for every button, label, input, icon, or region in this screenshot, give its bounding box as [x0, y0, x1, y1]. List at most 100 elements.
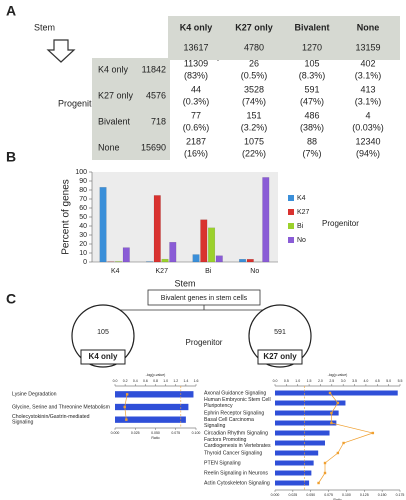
row-group-label: Progenitor — [58, 98, 100, 108]
y-tick-label: 20 — [79, 241, 87, 248]
column-count: 1270 — [302, 42, 322, 52]
bar — [115, 416, 186, 423]
cell-percent: (74%) — [242, 96, 266, 106]
bottom-tick-label: 0.100 — [192, 431, 201, 435]
pathway-label: Axonal Guidance Signaling — [204, 390, 266, 396]
cell-count: 486 — [304, 110, 319, 120]
top-tick-label: 0.4 — [133, 379, 138, 383]
top-tick-label: 0.8 — [153, 379, 158, 383]
cell-percent: (94%) — [356, 148, 380, 158]
column-count: 13159 — [355, 42, 380, 52]
top-tick-label: 4.5 — [375, 379, 380, 383]
column-header: Bivalent — [294, 22, 329, 32]
bottom-tick-label: 0.050 — [306, 493, 315, 497]
legend-title: Progenitor — [322, 219, 359, 228]
pathway-label: Thyroid Cancer Signaling — [204, 450, 262, 456]
bottom-tick-label: 0.025 — [131, 431, 140, 435]
ratio-point — [125, 393, 129, 396]
legend-label: Bi — [297, 223, 304, 230]
y-tick-label: 80 — [79, 187, 87, 194]
group-count: 591 — [274, 329, 286, 336]
bar — [275, 480, 310, 486]
column-header: K27 only — [235, 22, 273, 32]
cell-percent: (83%) — [184, 70, 208, 80]
cell-percent: (7%) — [302, 148, 321, 158]
bar — [215, 255, 223, 263]
cell-count: 413 — [360, 84, 375, 94]
connector — [102, 305, 281, 322]
top-tick-label: 0.0 — [273, 379, 278, 383]
cell-count: 44 — [191, 84, 201, 94]
ratio-point — [125, 418, 128, 421]
y-tick-label: 90 — [79, 178, 87, 185]
x-tick-label: Bi — [205, 268, 212, 275]
bottom-tick-label: 0.100 — [342, 493, 351, 497]
top-tick-label: 2.5 — [329, 379, 334, 383]
ratio-point — [323, 461, 327, 465]
ratio-line — [318, 392, 375, 484]
bar — [275, 420, 337, 426]
pathway-label: Human Embryonic Stem Cell Pluripotency — [204, 398, 271, 410]
bottom-axis-title: Ratio — [151, 436, 159, 440]
bar — [200, 219, 208, 263]
bar — [275, 390, 398, 396]
column-count: 4780 — [244, 42, 264, 52]
row-count: 15690 — [141, 142, 166, 152]
legend-swatch — [288, 209, 294, 215]
pathway-label: Ephrin Receptor Signaling — [204, 410, 264, 416]
pathway-label: Basal Cell Carcinoma Signaling — [204, 418, 254, 430]
row-count: 718 — [151, 116, 166, 126]
column-header: None — [357, 22, 380, 32]
cell-count: 591 — [304, 84, 319, 94]
bottom-tick-label: 0.050 — [151, 431, 160, 435]
group-label: K4 only — [89, 352, 118, 361]
row-name: None — [98, 142, 120, 152]
legend-swatch — [288, 195, 294, 201]
legend-swatch — [288, 237, 294, 243]
group-count: 105 — [97, 329, 109, 336]
x-axis-title: Stem — [174, 278, 195, 288]
header-band — [168, 16, 400, 60]
bar — [275, 450, 319, 456]
top-tick-label: 0.2 — [123, 379, 128, 383]
bar — [275, 430, 330, 436]
top-tick-label: 3.0 — [341, 379, 346, 383]
cell-count: 151 — [246, 110, 261, 120]
top-tick-label: 0.0 — [113, 379, 118, 383]
bar — [115, 261, 123, 263]
ratio-point — [328, 391, 332, 395]
top-tick-label: 1.5 — [307, 379, 312, 383]
ratio-point — [323, 471, 327, 475]
top-tick-label: 0.6 — [143, 379, 148, 383]
cell-count: 3528 — [244, 84, 264, 94]
bar — [275, 460, 314, 466]
ratio-point — [330, 411, 333, 415]
top-tick-label: 3.5 — [352, 379, 357, 383]
ratio-point — [371, 431, 375, 435]
group-box — [257, 349, 303, 365]
row-name-band — [92, 58, 170, 160]
cell-count: 77 — [191, 110, 201, 120]
cell-percent: (16%) — [184, 148, 208, 158]
top-tick-label: 4.0 — [363, 379, 368, 383]
pathway-label: Lysine Degradation — [12, 392, 57, 398]
row-name: K4 only — [98, 64, 129, 74]
cell-count: 11309 — [184, 58, 208, 68]
bottom-tick-label: 0.075 — [171, 431, 180, 435]
bottom-tick-label: 0.150 — [378, 493, 387, 497]
top-tick-label: 2.0 — [318, 379, 323, 383]
top-tick-label: 1.6 — [194, 379, 199, 383]
cell-count: 105 — [304, 58, 319, 68]
box-title: Bivalent genes in stem cells — [161, 295, 248, 302]
cell-count: 1075 — [244, 136, 264, 146]
y-tick-label: 60 — [79, 205, 87, 212]
cell-percent: (22%) — [242, 148, 266, 158]
cell-percent: (0.03%) — [352, 122, 384, 132]
row-count: 11842 — [142, 64, 166, 74]
legend-swatch — [288, 223, 294, 229]
bar — [122, 247, 130, 263]
ratio-point — [342, 441, 345, 445]
bottom-tick-label: 0.125 — [360, 493, 369, 497]
bottom-tick-label: 0.000 — [111, 431, 120, 435]
